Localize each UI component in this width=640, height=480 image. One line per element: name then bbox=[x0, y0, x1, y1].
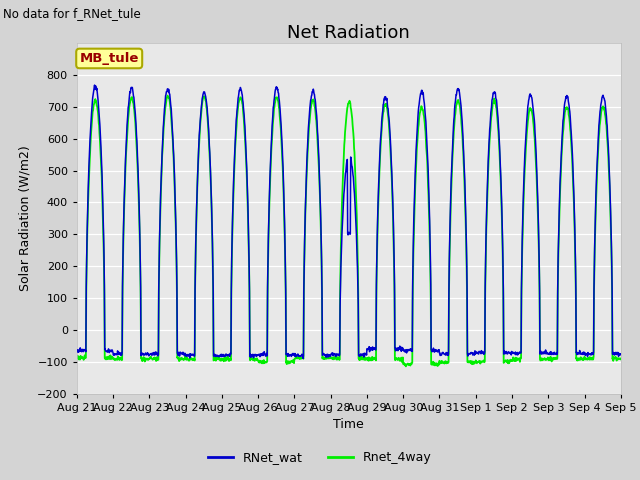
RNet_wat bbox=[433, 348, 441, 353]
RNet_wat bbox=[300, 259, 308, 265]
Line: RNet_wat: RNet_wat bbox=[77, 85, 621, 359]
Text: MB_tule: MB_tule bbox=[79, 52, 139, 65]
Rnet_4way bbox=[617, 356, 625, 362]
Text: No data for f_RNet_tule: No data for f_RNet_tule bbox=[3, 7, 141, 20]
X-axis label: Time: Time bbox=[333, 418, 364, 431]
RNet_wat bbox=[522, 124, 530, 130]
Rnet_4way bbox=[522, 136, 530, 142]
Rnet_4way bbox=[193, 184, 201, 190]
RNet_wat bbox=[617, 351, 625, 357]
RNet_wat bbox=[91, 82, 99, 88]
Rnet_4way bbox=[73, 356, 81, 361]
RNet_wat bbox=[73, 347, 81, 353]
Rnet_4way bbox=[402, 363, 410, 369]
Legend: RNet_wat, Rnet_4way: RNet_wat, Rnet_4way bbox=[203, 446, 437, 469]
RNet_wat bbox=[193, 182, 201, 188]
Rnet_4way bbox=[300, 290, 308, 296]
RNet_wat bbox=[287, 352, 294, 358]
Rnet_4way bbox=[433, 361, 441, 367]
Y-axis label: Solar Radiation (W/m2): Solar Radiation (W/m2) bbox=[19, 145, 32, 291]
Line: Rnet_4way: Rnet_4way bbox=[77, 96, 621, 366]
Rnet_4way bbox=[164, 93, 172, 98]
RNet_wat bbox=[300, 356, 307, 361]
RNet_wat bbox=[570, 173, 577, 179]
Rnet_4way bbox=[570, 183, 577, 189]
Title: Net Radiation: Net Radiation bbox=[287, 24, 410, 42]
Rnet_4way bbox=[287, 359, 294, 365]
